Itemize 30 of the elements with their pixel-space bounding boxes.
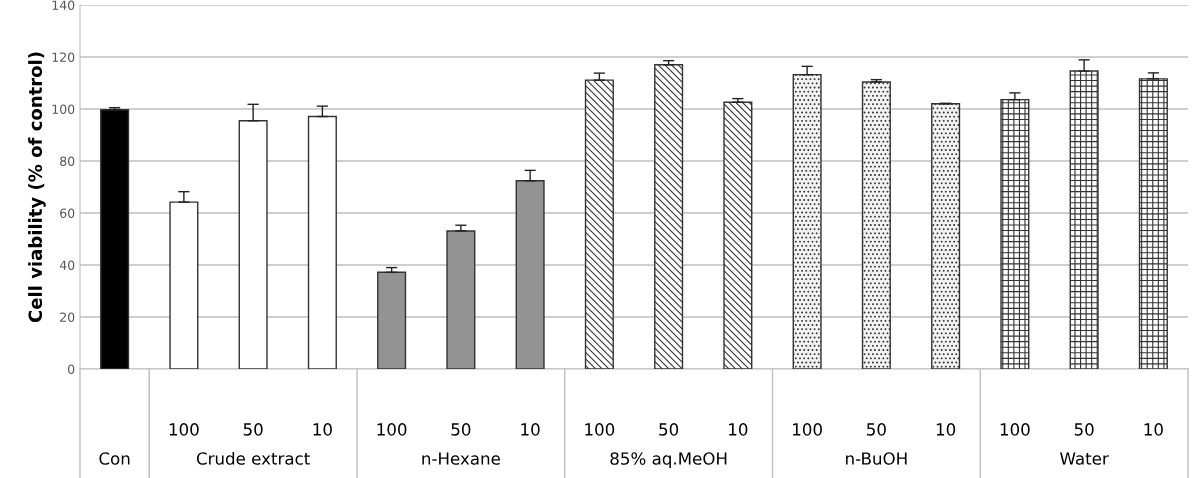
x-tick-label: 100 — [377, 423, 407, 436]
y-tick-label: 0 — [68, 364, 75, 374]
x-tick-label: 50 — [659, 423, 679, 436]
y-tick-label: 60 — [60, 208, 75, 218]
x-tick-label: 10 — [936, 423, 956, 436]
text: Water — [1060, 452, 1109, 465]
text: Con — [99, 452, 130, 465]
y-tick-label: 40 — [59, 260, 75, 270]
text: Crude extract — [196, 451, 310, 465]
x-tick-label: 100 — [793, 423, 822, 436]
x-tick-label: 50 — [1074, 423, 1094, 436]
text: n-BuOH — [846, 452, 907, 465]
y-tick-label: 100 — [52, 104, 75, 114]
x-tick-label: 100 — [169, 423, 199, 436]
y-tick-label: 140 — [52, 0, 75, 10]
y-axis-title: Cell viability (% of control) — [28, 52, 46, 323]
x-tick-label: 10 — [521, 423, 540, 436]
x-tick-label: 50 — [243, 423, 263, 436]
x-tick-label: 100 — [585, 423, 615, 436]
y-tick-label: 80 — [60, 156, 75, 166]
x-tick-label: 100 — [1000, 423, 1030, 436]
x-tick-label: 10 — [313, 423, 332, 436]
x-tick-label: 10 — [1144, 423, 1163, 436]
text: n-Hexane — [422, 452, 500, 465]
text: 85% aq.MeOH — [610, 452, 727, 469]
x-tick-label: 50 — [451, 423, 471, 436]
x-tick-label: 50 — [867, 423, 886, 436]
x-tick-label: 10 — [729, 423, 748, 436]
y-tick-label: 120 — [52, 52, 75, 62]
y-tick-label: 20 — [60, 312, 75, 322]
